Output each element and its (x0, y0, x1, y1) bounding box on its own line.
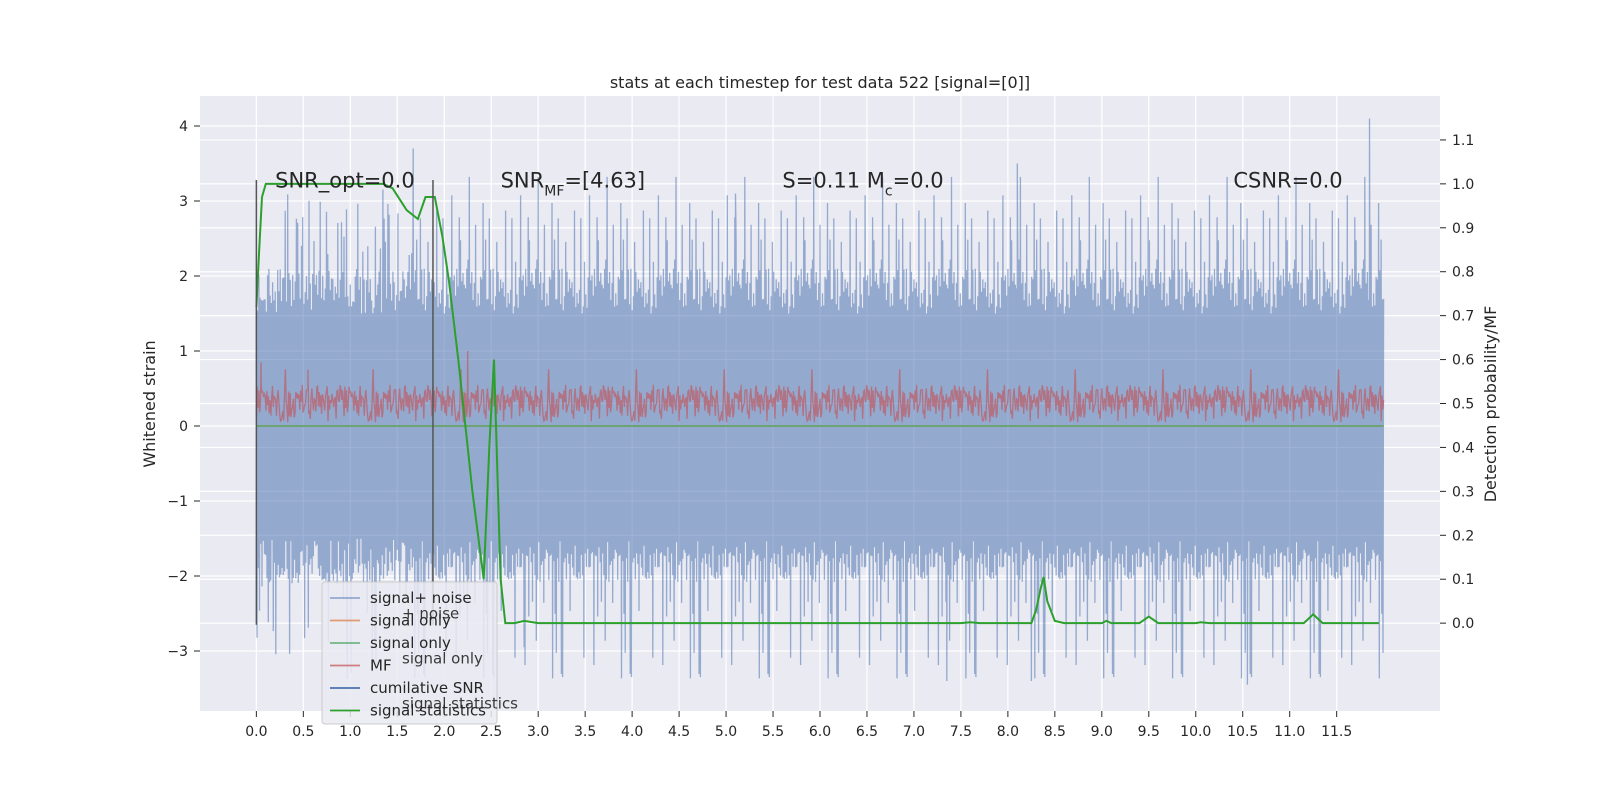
x-tick-label: 11.5 (1321, 724, 1352, 740)
vertical-markers (255, 180, 434, 625)
x-tick-label: 1.0 (339, 724, 361, 740)
legend-label: cumilative SNR (370, 679, 484, 697)
x-tick-label: 2.0 (433, 724, 455, 740)
y-tick-label: −3 (167, 644, 188, 660)
y-axis-label-right: Detection probability/MF (1481, 306, 1500, 503)
x-tick-label: 11.0 (1274, 724, 1305, 740)
y2-tick-label: 0.3 (1452, 484, 1474, 500)
series-mf-line (255, 350, 1385, 423)
y2-tick-label: 0.4 (1452, 440, 1474, 456)
y-tick-label: 3 (179, 194, 188, 210)
y-tick-label: 4 (179, 119, 188, 135)
legend-label: signal statistics (370, 702, 486, 720)
x-tick-label: 0.5 (292, 724, 314, 740)
x-tick-label: 7.5 (950, 724, 972, 740)
y-tick-label: 0 (179, 419, 188, 435)
legend-ghost-text: + noise (402, 605, 459, 623)
legend-label: signal only (370, 612, 451, 630)
x-tick-label: 4.0 (621, 724, 643, 740)
x-tick-label: 8.5 (1044, 724, 1066, 740)
chart-title: stats at each timestep for test data 522… (610, 73, 1030, 92)
annotation-text: CSNR=0.0 (1233, 169, 1342, 193)
x-tick-label: 2.5 (480, 724, 502, 740)
y-tick-label: 2 (179, 269, 188, 285)
y2-tick-label: 0.7 (1452, 309, 1474, 325)
x-tick-label: 3.0 (527, 724, 549, 740)
x-tick-label: 4.5 (668, 724, 690, 740)
y2-tick-label: 0.9 (1452, 221, 1474, 237)
annotation-text: S=0.11 Mc=0.0 (782, 169, 943, 200)
annotation-text: SNRMF=[4.63] (501, 169, 646, 200)
x-tick-label: 6.5 (856, 724, 878, 740)
y-tick-label: −1 (167, 494, 188, 510)
y2-tick-label: 0.5 (1452, 397, 1474, 413)
x-tick-label: 0.0 (245, 724, 267, 740)
y2-tick-label: 0.8 (1452, 265, 1474, 281)
x-tick-label: 8.0 (997, 724, 1019, 740)
y-axis-ticks-right: 0.0 0.1 0.2 0.3 0.4 0.5 0.6 0.7 0.8 0.9 1.0 1.1 (1440, 133, 1474, 632)
y-axis-label-left: Whitened strain (140, 340, 159, 467)
x-tick-label: 1.5 (386, 724, 408, 740)
x-tick-label: 9.5 (1138, 724, 1160, 740)
x-tick-label: 7.0 (903, 724, 925, 740)
legend-ghost-text: signal only (402, 650, 483, 668)
y2-tick-label: 1.0 (1452, 177, 1474, 193)
x-tick-label: 5.0 (715, 724, 737, 740)
legend-label: signal only (370, 634, 451, 652)
y-axis-ticks-left: −3 −2 −1 0 1 2 3 4 (167, 119, 200, 660)
x-tick-label: 6.0 (809, 724, 831, 740)
legend-label: signal+ noise (370, 589, 472, 607)
y2-tick-label: 0.0 (1452, 616, 1474, 632)
legend-label: MF (370, 657, 392, 675)
series-layer (255, 118, 1385, 685)
y2-tick-label: 1.1 (1452, 133, 1474, 149)
legend-ghost-text: signal statistics (402, 695, 518, 713)
y2-tick-label: 0.6 (1452, 353, 1474, 369)
y2-tick-label: 0.1 (1452, 572, 1474, 588)
y-tick-label: −2 (167, 569, 188, 585)
x-axis-ticks: 0.0 0.5 1.0 1.5 2.0 2.5 3.0 3.5 4.0 4.5 5.0 5.5 6.0 6… (245, 711, 1352, 740)
x-tick-label: 10.0 (1180, 724, 1211, 740)
y-tick-label: 1 (179, 344, 188, 360)
x-tick-label: 3.5 (574, 724, 596, 740)
y2-tick-label: 0.2 (1452, 528, 1474, 544)
annotations: SNR_opt=0.0 SNRMF=[4.63] S=0.11 Mc=0.0 CSNR… (275, 169, 1342, 200)
x-tick-label: 9.0 (1091, 724, 1113, 740)
x-tick-label: 10.5 (1227, 724, 1258, 740)
legend-box (321, 581, 498, 725)
series-line-5 (255, 182, 1379, 625)
annotation-text: SNR_opt=0.0 (275, 169, 415, 194)
x-tick-label: 5.5 (762, 724, 784, 740)
